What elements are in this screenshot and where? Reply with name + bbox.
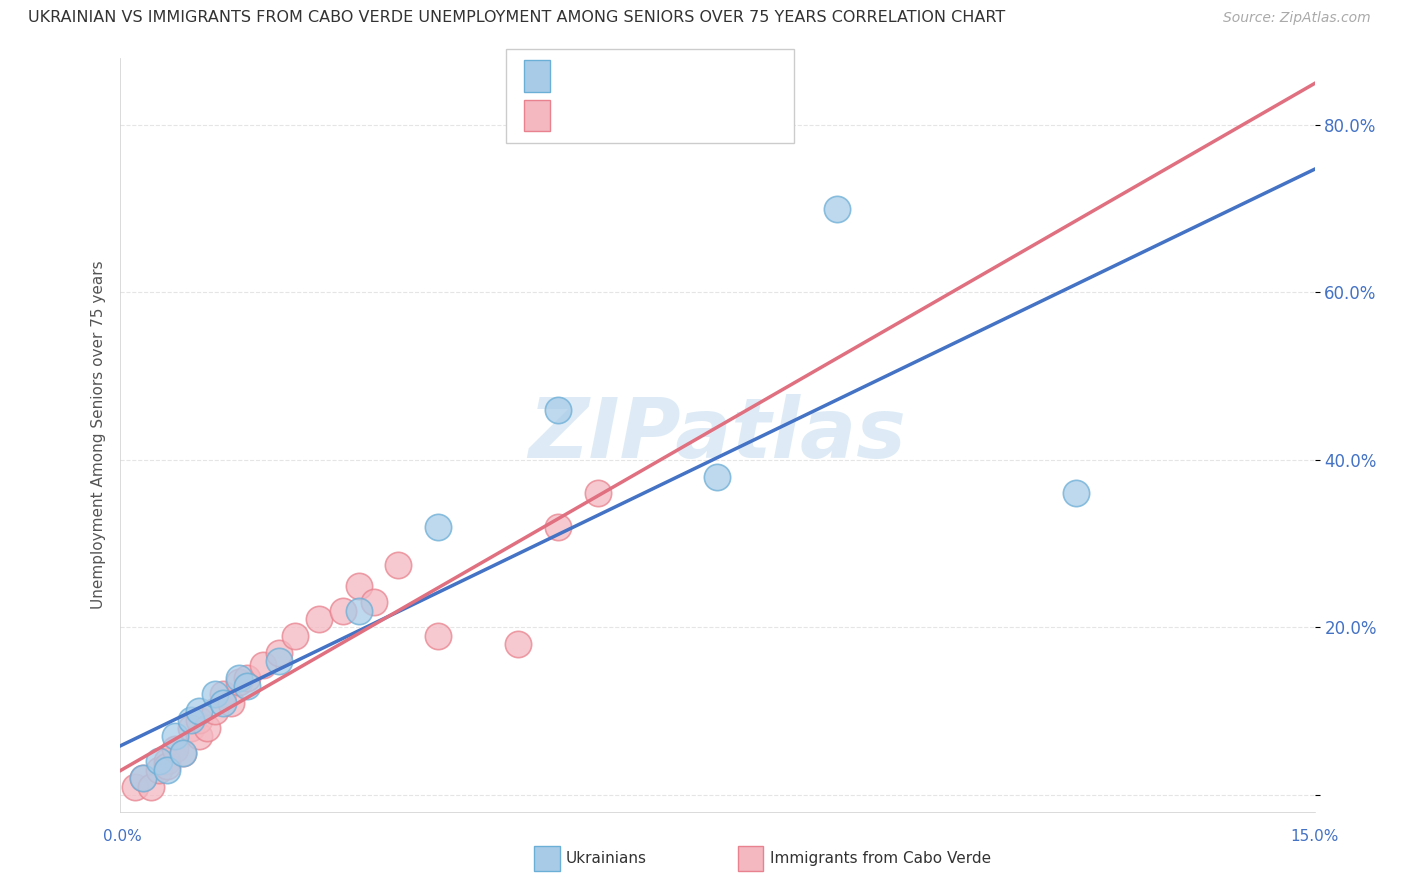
Point: [212, 688, 235, 702]
Point: [188, 704, 211, 718]
Point: [347, 604, 370, 618]
Point: [506, 637, 529, 651]
Point: [347, 578, 370, 592]
Text: 0.0%: 0.0%: [103, 830, 142, 844]
Text: Immigrants from Cabo Verde: Immigrants from Cabo Verde: [770, 851, 991, 865]
Point: [172, 746, 194, 760]
Point: [195, 721, 218, 735]
Point: [156, 755, 179, 769]
Y-axis label: Unemployment Among Seniors over 75 years: Unemployment Among Seniors over 75 years: [90, 260, 105, 609]
Text: ZIPatlas: ZIPatlas: [529, 394, 905, 475]
Point: [547, 402, 569, 417]
Point: [188, 713, 211, 727]
Point: [212, 696, 235, 710]
Point: [141, 780, 163, 794]
Point: [363, 595, 385, 609]
Point: [204, 704, 226, 718]
Point: [332, 604, 354, 618]
Point: [1064, 486, 1087, 500]
Point: [228, 674, 250, 689]
Point: [132, 771, 155, 785]
Point: [180, 721, 202, 735]
Point: [427, 629, 450, 643]
Point: [148, 763, 170, 777]
Text: R = 0.785   N = 18: R = 0.785 N = 18: [558, 68, 716, 86]
Text: 15.0%: 15.0%: [1291, 830, 1339, 844]
Point: [228, 671, 250, 685]
Point: [586, 486, 609, 500]
Point: [547, 520, 569, 534]
Point: [188, 730, 211, 744]
Point: [165, 742, 187, 756]
Point: [156, 763, 179, 777]
Point: [706, 469, 728, 483]
Point: [284, 629, 307, 643]
Point: [124, 780, 146, 794]
Point: [387, 558, 409, 572]
Point: [156, 758, 179, 772]
Point: [427, 520, 450, 534]
Point: [308, 612, 330, 626]
Point: [204, 688, 226, 702]
Point: [148, 755, 170, 769]
Point: [172, 746, 194, 760]
Point: [267, 646, 290, 660]
Text: UKRAINIAN VS IMMIGRANTS FROM CABO VERDE UNEMPLOYMENT AMONG SENIORS OVER 75 YEARS: UKRAINIAN VS IMMIGRANTS FROM CABO VERDE …: [28, 11, 1005, 25]
Point: [236, 671, 259, 685]
Point: [180, 713, 202, 727]
Text: Ukrainians: Ukrainians: [565, 851, 647, 865]
Point: [132, 771, 155, 785]
Point: [219, 696, 242, 710]
Point: [252, 658, 274, 673]
Point: [165, 730, 187, 744]
Point: [236, 679, 259, 693]
Text: Source: ZipAtlas.com: Source: ZipAtlas.com: [1223, 12, 1371, 25]
Text: R = 0.713   N = 29: R = 0.713 N = 29: [558, 107, 716, 125]
Point: [267, 654, 290, 668]
Point: [825, 202, 848, 216]
